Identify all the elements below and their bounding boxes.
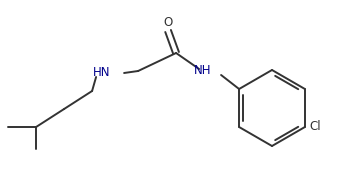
Text: HN: HN (92, 66, 110, 79)
Text: NH: NH (193, 65, 211, 77)
Text: O: O (163, 16, 173, 29)
Text: Cl: Cl (309, 121, 321, 134)
